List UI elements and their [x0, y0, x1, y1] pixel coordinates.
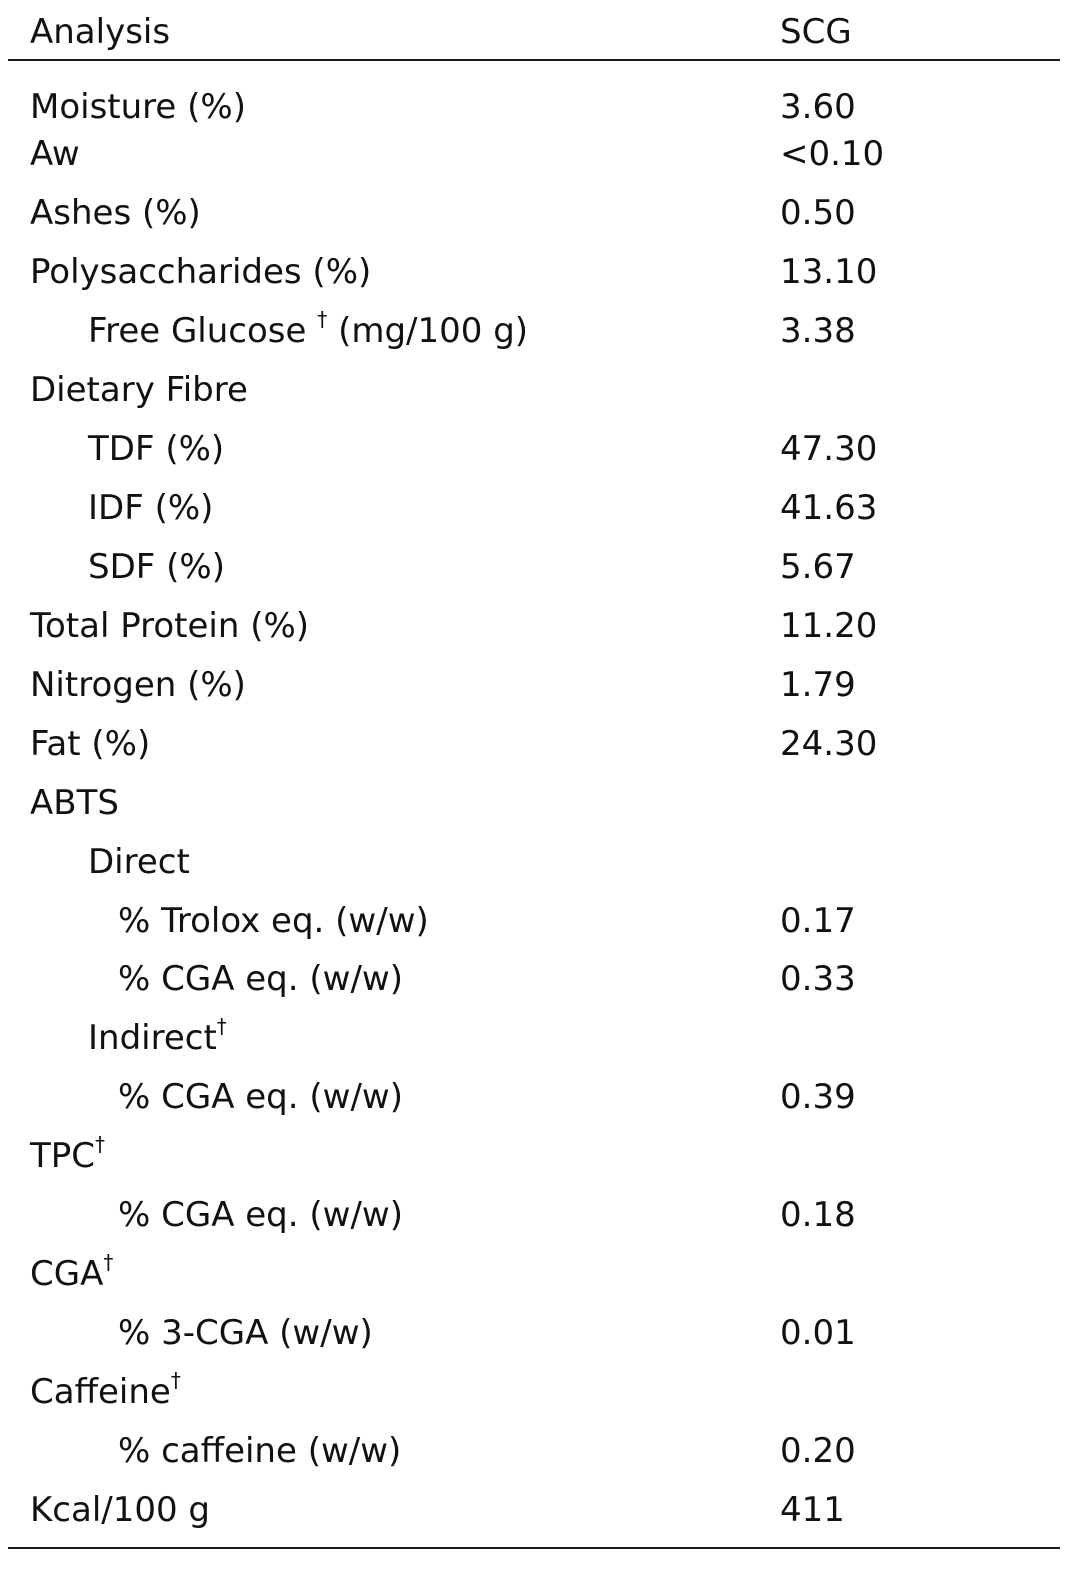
- row-value-aw: <0.10: [780, 134, 885, 174]
- caffeine-text: Caffeine: [30, 1372, 171, 1412]
- row-value-3-cga: 0.01: [780, 1313, 856, 1353]
- row-label-sdf: SDF (%): [88, 547, 225, 587]
- free-glucose-unit: (mg/100 g): [338, 311, 529, 351]
- row-label-free-glucose: Free Glucose † (mg/100 g): [88, 309, 529, 351]
- row-value-cga-eq-indirect: 0.39: [780, 1077, 856, 1117]
- row-label-cga: CGA†: [30, 1252, 113, 1294]
- row-value-kcal: 411: [780, 1490, 845, 1530]
- row-label-polysaccharides: Polysaccharides (%): [30, 252, 372, 292]
- row-label-abts: ABTS: [30, 783, 119, 823]
- cga-text: CGA: [30, 1254, 104, 1294]
- row-value-polysaccharides: 13.10: [780, 252, 878, 292]
- row-value-sdf: 5.67: [780, 547, 856, 587]
- row-label-kcal: Kcal/100 g: [30, 1490, 211, 1530]
- row-value-tdf: 47.30: [780, 429, 878, 469]
- row-label-moisture: Moisture (%): [30, 87, 246, 127]
- row-value-moisture: 3.60: [780, 87, 856, 127]
- row-value-trolox-eq: 0.17: [780, 901, 856, 941]
- dagger-mark: †: [216, 1013, 227, 1038]
- indirect-text: Indirect: [88, 1018, 217, 1058]
- dagger-mark: †: [95, 1131, 106, 1156]
- row-label-cga-eq-indirect: % CGA eq. (w/w): [118, 1077, 403, 1117]
- row-value-percent-caffeine: 0.20: [780, 1431, 856, 1471]
- row-label-trolox-eq: % Trolox eq. (w/w): [118, 901, 429, 941]
- row-label-3-cga: % 3-CGA (w/w): [118, 1313, 373, 1353]
- row-label-fat: Fat (%): [30, 724, 151, 764]
- row-label-tdf: TDF (%): [88, 429, 225, 469]
- row-value-nitrogen: 1.79: [780, 665, 856, 705]
- row-label-idf: IDF (%): [88, 488, 214, 528]
- row-label-cga-eq-direct: % CGA eq. (w/w): [118, 959, 403, 999]
- row-label-direct: Direct: [88, 842, 190, 882]
- header-rule: [8, 59, 1060, 61]
- row-label-tpc: TPC†: [30, 1134, 105, 1176]
- row-value-ashes: 0.50: [780, 193, 856, 233]
- row-value-total-protein: 11.20: [780, 606, 878, 646]
- free-glucose-text: Free Glucose: [88, 311, 307, 351]
- row-value-cga-eq-tpc: 0.18: [780, 1195, 856, 1235]
- row-label-nitrogen: Nitrogen (%): [30, 665, 246, 705]
- dagger-mark: †: [103, 1249, 114, 1274]
- column-header-analysis: Analysis: [30, 12, 171, 52]
- row-label-aw: Aw: [30, 134, 80, 174]
- row-label-dietary-fibre: Dietary Fibre: [30, 370, 248, 410]
- row-value-free-glucose: 3.38: [780, 311, 856, 351]
- row-value-cga-eq-direct: 0.33: [780, 959, 856, 999]
- row-label-caffeine: Caffeine†: [30, 1370, 181, 1412]
- footer-rule: [8, 1547, 1060, 1549]
- tpc-text: TPC: [30, 1136, 96, 1176]
- dagger-mark: †: [170, 1367, 181, 1392]
- row-label-total-protein: Total Protein (%): [30, 606, 310, 646]
- dagger-mark: †: [317, 306, 328, 331]
- row-value-idf: 41.63: [780, 488, 878, 528]
- row-label-cga-eq-tpc: % CGA eq. (w/w): [118, 1195, 403, 1235]
- row-value-fat: 24.30: [780, 724, 878, 764]
- row-label-indirect: Indirect†: [88, 1016, 227, 1058]
- column-header-scg: SCG: [780, 12, 852, 52]
- row-label-ashes: Ashes (%): [30, 193, 201, 233]
- row-label-percent-caffeine: % caffeine (w/w): [118, 1431, 402, 1471]
